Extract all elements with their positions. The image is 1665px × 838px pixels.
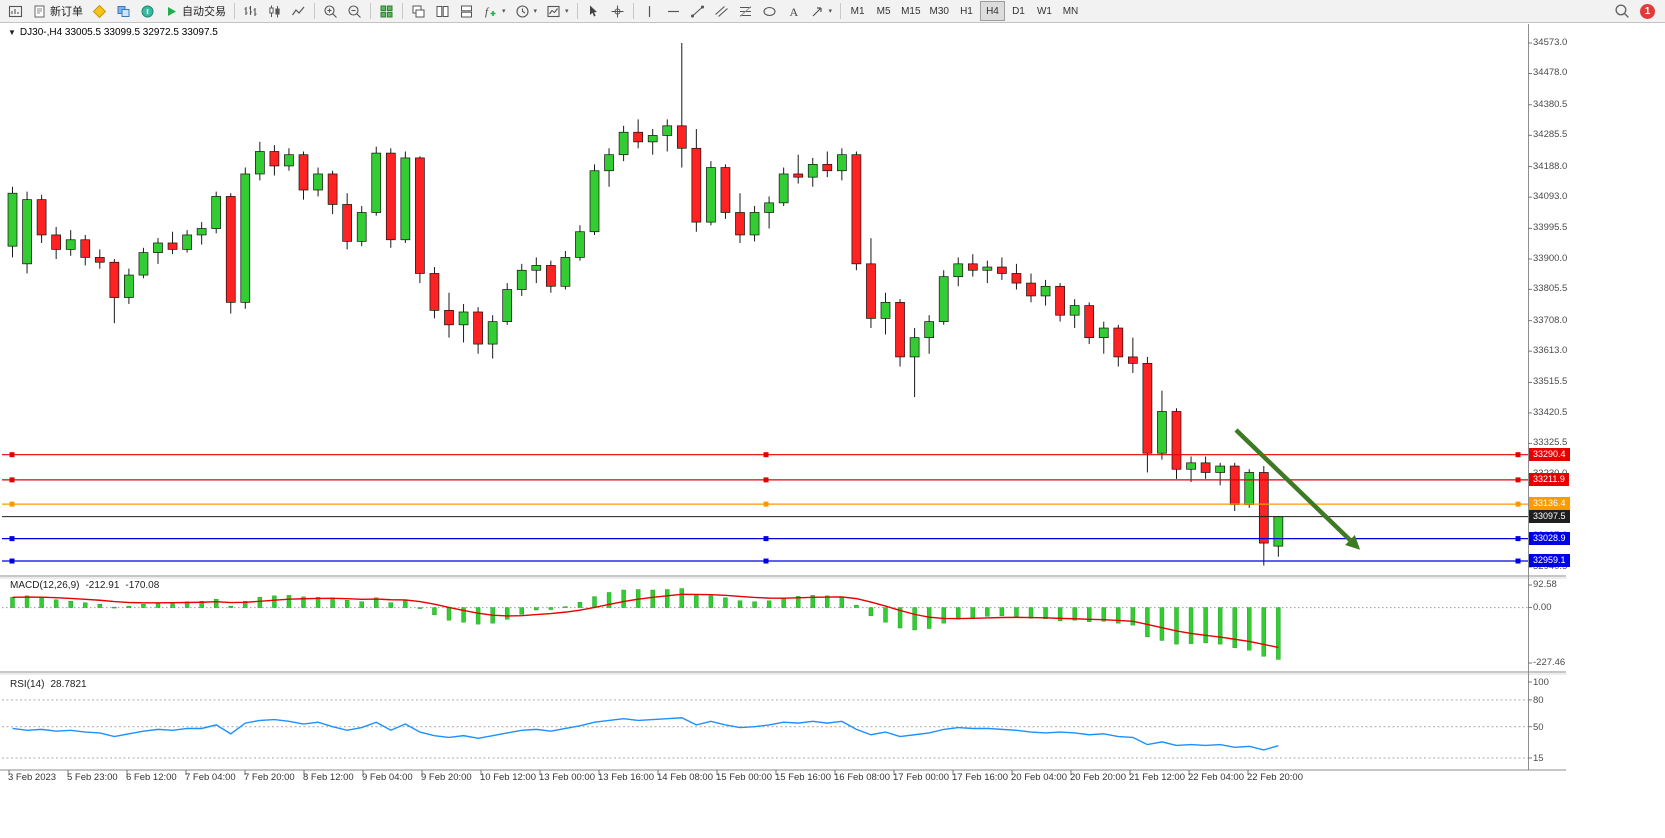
line-anchor-handle	[763, 558, 769, 564]
notification-badge[interactable]: 1	[1640, 3, 1655, 19]
line-anchor-handle	[9, 536, 15, 542]
rsi-indicator-label: RSI(14) 28.7821	[10, 679, 87, 690]
data-window-icon[interactable]	[136, 1, 159, 21]
toolbar-separator	[314, 3, 315, 19]
timeframe-button-h1[interactable]: H1	[954, 1, 979, 21]
horizontal-level-line[interactable]	[2, 501, 1528, 507]
arrow-tools-icon[interactable]: ▾	[806, 1, 837, 21]
chart-collapse-icon[interactable]: ▼	[8, 28, 16, 37]
zoom-in-icon[interactable]	[319, 1, 342, 21]
horizontal-level-line[interactable]	[2, 536, 1528, 542]
timeframe-button-mn[interactable]: MN	[1058, 1, 1083, 21]
vertical-line-icon[interactable]	[638, 1, 661, 21]
rsi-value: 28.7821	[50, 679, 87, 690]
toolbar-separator	[370, 3, 371, 19]
macd-indicator-label: MACD(12,26,9) -212.91 -170.08	[10, 580, 159, 591]
chart-title-text: DJ30-,H4 33005.5 33099.5 32972.5 33097.5	[19, 27, 218, 38]
timeframe-button-m5[interactable]: M5	[871, 1, 896, 21]
templates-icon[interactable]: ▾	[542, 1, 573, 21]
macd-signal-value: -170.08	[125, 580, 160, 591]
line-anchor-handle	[763, 477, 769, 483]
candlestick-chart-icon[interactable]	[263, 1, 286, 21]
autotrading-label: 自动交易	[182, 6, 226, 18]
trend-arrow[interactable]	[1234, 428, 1361, 550]
line-anchor-handle	[9, 558, 15, 564]
line-anchor-handle	[9, 477, 15, 483]
line-anchor-handle	[9, 501, 15, 507]
crosshair-icon[interactable]	[606, 1, 629, 21]
horizontal-level-line[interactable]	[2, 452, 1528, 458]
svg-text:f: f	[485, 6, 490, 18]
chart-title: ▼ DJ30-,H4 33005.5 33099.5 32972.5 33097…	[8, 27, 218, 38]
new-order-button[interactable]: 新订单	[28, 1, 87, 21]
fibonacci-icon[interactable]	[734, 1, 757, 21]
dropdown-caret-icon: ▾	[533, 8, 538, 15]
timeframe-button-d1[interactable]: D1	[1006, 1, 1031, 21]
rsi-line	[12, 717, 1279, 751]
cursor-icon[interactable]	[582, 1, 605, 21]
dropdown-caret-icon: ▾	[828, 8, 833, 15]
line-chart-icon[interactable]	[287, 1, 310, 21]
macd-main-value: -212.91	[85, 580, 120, 591]
tile-windows-icon[interactable]	[375, 1, 398, 21]
notification-count: 1	[1644, 5, 1651, 17]
toolbar-separator	[402, 3, 403, 19]
line-anchor-handle	[763, 536, 769, 542]
horizontal-level-line[interactable]	[2, 558, 1528, 564]
new-order-icon	[34, 5, 45, 17]
trendline-icon[interactable]	[686, 1, 709, 21]
bar-chart-icon[interactable]	[239, 1, 262, 21]
toolbar-separator	[840, 3, 842, 19]
toolbar-separator	[576, 3, 578, 19]
equidistant-channel-icon[interactable]	[710, 1, 733, 21]
timeframe-button-m1[interactable]: M1	[845, 1, 870, 21]
text-label-icon[interactable]: A	[782, 1, 805, 21]
indicators-icon[interactable]: f ▾	[479, 1, 510, 21]
profiles-icon[interactable]	[112, 1, 135, 21]
dropdown-caret-icon: ▾	[565, 8, 569, 15]
zoom-out-icon[interactable]	[343, 1, 366, 21]
timeframe-button-m15[interactable]: M15	[897, 1, 924, 21]
new-order-label: 新订单	[50, 6, 83, 18]
macd-signal-line	[12, 593, 1279, 649]
ellipse-shape-icon[interactable]	[758, 1, 781, 21]
timeframe-button-h4[interactable]: H4	[979, 1, 1005, 21]
main-toolbar: 新订单 自动交易 f ▾	[0, 0, 1665, 23]
line-anchor-handle	[1515, 477, 1521, 483]
svg-text:A: A	[789, 5, 798, 19]
new-chart-icon[interactable]	[4, 1, 27, 21]
line-anchor-handle	[1515, 536, 1521, 542]
line-anchor-handle	[763, 452, 769, 458]
macd-histogram	[10, 588, 1281, 660]
line-anchor-handle	[1515, 501, 1521, 507]
horizontal-level-line[interactable]	[2, 477, 1528, 483]
toolbar-separator	[632, 3, 634, 19]
line-anchor-handle	[1515, 452, 1521, 458]
cascade-windows-icon[interactable]	[407, 1, 430, 21]
horizontal-line-icon[interactable]	[662, 1, 685, 21]
line-anchor-handle	[9, 452, 15, 458]
periods-clock-icon[interactable]: ▾	[511, 1, 542, 21]
autotrading-button[interactable]: 自动交易	[160, 1, 230, 21]
timeframe-button-m30[interactable]: M30	[926, 1, 953, 21]
search-icon[interactable]	[1610, 1, 1634, 21]
line-anchor-handle	[763, 501, 769, 507]
metaeditor-icon[interactable]	[88, 1, 111, 21]
rsi-name: RSI(14)	[10, 679, 45, 690]
timeframe-group: M1 M5 M15 M30 H1 H4 D1 W1 MN	[845, 1, 1083, 21]
timeframe-button-w1[interactable]: W1	[1032, 1, 1057, 21]
tile-horizontally-icon[interactable]	[455, 1, 478, 21]
toolbar-separator	[234, 3, 235, 19]
candlestick-series	[7, 43, 1284, 566]
macd-name: MACD(12,26,9)	[10, 580, 80, 591]
dropdown-caret-icon: ▾	[502, 8, 506, 15]
tile-vertically-icon[interactable]	[431, 1, 454, 21]
line-anchor-handle	[1515, 558, 1521, 564]
play-icon	[168, 6, 176, 16]
